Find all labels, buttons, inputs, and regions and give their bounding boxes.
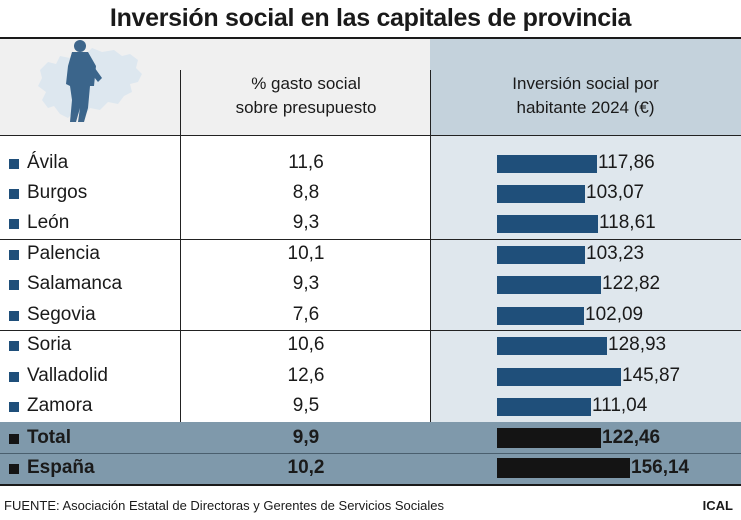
- bottom-rule: [0, 484, 741, 486]
- investment-bar: [497, 246, 585, 264]
- row-bullet: [9, 402, 19, 412]
- investment-value-label: 103,23: [586, 243, 645, 264]
- total-row: España 10,2 156,14: [0, 453, 741, 483]
- row-pct-value: 12,6: [287, 365, 325, 386]
- row-pct-value: 9,9: [292, 427, 320, 448]
- investment-value-label: 145,87: [622, 365, 681, 386]
- row-name: Valladolid: [27, 365, 108, 386]
- row-name: Burgos: [27, 182, 88, 203]
- top-rule: [0, 37, 741, 39]
- investment-bar: [497, 215, 598, 233]
- column-header-pct: % gasto social sobre presupuesto: [182, 72, 430, 120]
- table-row: Zamora 9,5 111,04: [0, 391, 741, 421]
- investment-value-label: 122,82: [602, 273, 661, 294]
- investment-bar: [497, 337, 607, 355]
- source-note: FUENTE: Asociación Estatal de Directoras…: [4, 498, 445, 513]
- table-row: Ávila 11,6 117,86: [0, 148, 741, 178]
- investment-value-label: 103,07: [586, 182, 645, 203]
- row-pct-value: 7,6: [292, 304, 320, 325]
- table-row: León 9,3 118,61: [0, 208, 741, 238]
- totals-divider: [0, 453, 741, 454]
- table-row: Valladolid 12,6 145,87: [0, 361, 741, 391]
- row-name: Soria: [27, 334, 72, 355]
- row-pct-value: 9,3: [292, 212, 320, 233]
- group-divider: [0, 239, 741, 240]
- column-divider: [430, 70, 431, 422]
- row-pct-value: 10,2: [287, 457, 325, 478]
- row-bullet: [9, 159, 19, 169]
- row-bullet: [9, 372, 19, 382]
- table-row: Palencia 10,1 103,23: [0, 239, 741, 269]
- row-bullet: [9, 250, 19, 260]
- column-header-inv-line2: habitante 2024 (€): [516, 98, 655, 117]
- investment-value-label: 118,61: [599, 212, 656, 233]
- table-row: Burgos 8,8 103,07: [0, 178, 741, 208]
- header-divider: [0, 135, 741, 136]
- investment-value-label: 102,09: [585, 304, 644, 325]
- investment-bar: [497, 398, 591, 416]
- column-header-investment: Inversión social por habitante 2024 (€): [430, 72, 741, 120]
- table-row: Soria 10,6 128,93: [0, 330, 741, 360]
- row-pct-value: 9,5: [292, 395, 320, 416]
- column-header-inv-line1: Inversión social por: [512, 74, 659, 93]
- row-pct-value: 10,6: [287, 334, 325, 355]
- investment-bar: [497, 185, 585, 203]
- column-divider: [180, 70, 181, 422]
- investment-bar: [497, 458, 630, 478]
- row-name: Total: [27, 427, 71, 448]
- table-row: Salamanca 9,3 122,82: [0, 269, 741, 299]
- row-name: Zamora: [27, 395, 93, 416]
- column-header-pct-line2: sobre presupuesto: [235, 98, 377, 117]
- row-bullet: [9, 280, 19, 290]
- investment-value-label: 117,86: [598, 152, 655, 173]
- row-bullet: [9, 189, 19, 199]
- group-divider: [0, 330, 741, 331]
- investment-bar: [497, 276, 601, 294]
- investment-value-label: 128,93: [608, 334, 667, 355]
- investment-bar: [497, 428, 601, 448]
- brand-credit: ICAL: [702, 498, 733, 513]
- investment-bar: [497, 155, 597, 173]
- row-pct-value: 9,3: [292, 273, 320, 294]
- row-name: Ávila: [27, 152, 69, 173]
- investment-value-label: 122,46: [602, 427, 661, 448]
- column-header-pct-line1: % gasto social: [251, 74, 361, 93]
- castilla-y-leon-map-icon: [38, 40, 142, 122]
- investment-value-label: 111,04: [592, 395, 648, 416]
- row-bullet: [9, 434, 19, 444]
- row-pct-value: 10,1: [287, 243, 325, 264]
- row-pct-value: 8,8: [292, 182, 320, 203]
- row-name: Segovia: [27, 304, 96, 325]
- row-name: España: [27, 457, 95, 478]
- row-bullet: [9, 311, 19, 321]
- chart-title: Inversión social en las capitales de pro…: [109, 4, 632, 32]
- total-row: Total 9,9 122,46: [0, 423, 741, 453]
- table-row: Segovia 7,6 102,09: [0, 300, 741, 330]
- row-name: Palencia: [27, 243, 100, 264]
- row-name: León: [27, 212, 70, 233]
- investment-value-label: 156,14: [631, 457, 690, 478]
- investment-bar: [497, 368, 621, 386]
- header-background-right: [430, 39, 741, 135]
- row-bullet: [9, 464, 19, 474]
- row-name: Salamanca: [27, 273, 123, 294]
- row-bullet: [9, 341, 19, 351]
- row-bullet: [9, 219, 19, 229]
- investment-bar: [497, 307, 584, 325]
- row-pct-value: 11,6: [288, 152, 324, 173]
